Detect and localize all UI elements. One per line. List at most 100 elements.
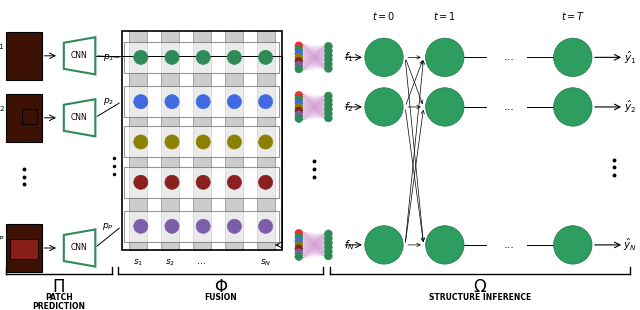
Text: $f_1$: $f_1$ xyxy=(344,51,354,64)
Text: $\Omega$: $\Omega$ xyxy=(473,279,487,296)
Ellipse shape xyxy=(134,219,148,233)
Ellipse shape xyxy=(165,50,179,64)
Bar xyxy=(129,31,147,250)
Ellipse shape xyxy=(295,95,303,103)
Ellipse shape xyxy=(259,175,273,189)
Ellipse shape xyxy=(365,38,403,77)
Text: CNN: CNN xyxy=(70,51,87,60)
Text: $f_N$: $f_N$ xyxy=(344,238,355,252)
Ellipse shape xyxy=(259,50,273,64)
Text: $p_2$: $p_2$ xyxy=(103,96,114,107)
Ellipse shape xyxy=(426,88,464,126)
Text: ...: ... xyxy=(504,52,514,62)
Ellipse shape xyxy=(324,248,332,255)
Text: PATCH: PATCH xyxy=(45,293,73,302)
Text: $\hat{y}_N$: $\hat{y}_N$ xyxy=(623,237,637,253)
FancyBboxPatch shape xyxy=(124,126,279,157)
Ellipse shape xyxy=(227,50,241,64)
FancyBboxPatch shape xyxy=(124,211,279,242)
Ellipse shape xyxy=(295,107,303,115)
Ellipse shape xyxy=(426,226,464,264)
Ellipse shape xyxy=(295,91,303,99)
Bar xyxy=(122,31,282,250)
Bar xyxy=(193,31,211,250)
Ellipse shape xyxy=(295,42,303,50)
Ellipse shape xyxy=(324,92,332,100)
Ellipse shape xyxy=(324,230,332,238)
Ellipse shape xyxy=(324,64,332,72)
Ellipse shape xyxy=(134,175,148,189)
Ellipse shape xyxy=(324,101,332,108)
Ellipse shape xyxy=(324,56,332,64)
Ellipse shape xyxy=(324,60,332,68)
Ellipse shape xyxy=(324,234,332,242)
Ellipse shape xyxy=(227,175,241,189)
Text: ...: ... xyxy=(504,240,514,250)
Ellipse shape xyxy=(259,219,273,233)
Ellipse shape xyxy=(165,95,179,109)
Text: ...: ... xyxy=(197,256,206,266)
Ellipse shape xyxy=(165,135,179,149)
Ellipse shape xyxy=(324,42,332,50)
Ellipse shape xyxy=(324,96,332,104)
Ellipse shape xyxy=(259,135,273,149)
Text: ...: ... xyxy=(504,102,514,112)
Ellipse shape xyxy=(295,245,303,253)
Polygon shape xyxy=(64,229,95,267)
Ellipse shape xyxy=(295,103,303,111)
Ellipse shape xyxy=(227,95,241,109)
Ellipse shape xyxy=(196,219,210,233)
Ellipse shape xyxy=(227,135,241,149)
Ellipse shape xyxy=(554,88,592,126)
Polygon shape xyxy=(64,37,95,74)
Text: $t=T$: $t=T$ xyxy=(561,10,585,21)
Text: CNN: CNN xyxy=(70,113,87,122)
Ellipse shape xyxy=(259,95,273,109)
Ellipse shape xyxy=(324,51,332,59)
Ellipse shape xyxy=(295,99,303,107)
Text: $t=0$: $t=0$ xyxy=(372,10,396,21)
Text: STRUCTURE INFERENCE: STRUCTURE INFERENCE xyxy=(429,293,531,302)
Text: $\hat{y}_1$: $\hat{y}_1$ xyxy=(624,49,637,65)
Ellipse shape xyxy=(295,233,303,241)
FancyBboxPatch shape xyxy=(124,167,279,198)
Bar xyxy=(6,224,42,272)
Ellipse shape xyxy=(295,50,303,57)
Ellipse shape xyxy=(295,65,303,73)
Text: $\Phi$: $\Phi$ xyxy=(214,279,228,296)
Ellipse shape xyxy=(295,111,303,118)
Ellipse shape xyxy=(324,105,332,113)
Ellipse shape xyxy=(324,110,332,117)
Ellipse shape xyxy=(196,95,210,109)
Text: $p_1$: $p_1$ xyxy=(102,52,114,63)
Ellipse shape xyxy=(324,243,332,251)
Polygon shape xyxy=(64,99,95,136)
Ellipse shape xyxy=(295,249,303,256)
Ellipse shape xyxy=(295,237,303,245)
Bar xyxy=(6,94,42,142)
Ellipse shape xyxy=(165,175,179,189)
Ellipse shape xyxy=(324,252,332,260)
Ellipse shape xyxy=(134,95,148,109)
Ellipse shape xyxy=(134,135,148,149)
Ellipse shape xyxy=(324,114,332,122)
Text: $\Pi$: $\Pi$ xyxy=(52,279,65,296)
Text: FUSION: FUSION xyxy=(204,293,237,302)
Bar xyxy=(257,31,275,250)
Text: $s_1$: $s_1$ xyxy=(132,257,143,268)
Ellipse shape xyxy=(295,54,303,61)
Ellipse shape xyxy=(554,38,592,77)
FancyBboxPatch shape xyxy=(124,42,279,73)
Ellipse shape xyxy=(134,50,148,64)
Text: $t=1$: $t=1$ xyxy=(433,10,456,21)
Text: $p_P$: $p_P$ xyxy=(102,221,114,232)
Ellipse shape xyxy=(554,226,592,264)
Ellipse shape xyxy=(295,229,303,237)
Text: $f_2$: $f_2$ xyxy=(344,100,354,114)
Bar xyxy=(225,31,243,250)
Ellipse shape xyxy=(196,135,210,149)
Bar xyxy=(6,32,42,80)
Ellipse shape xyxy=(295,46,303,53)
Ellipse shape xyxy=(295,115,303,122)
Ellipse shape xyxy=(196,175,210,189)
